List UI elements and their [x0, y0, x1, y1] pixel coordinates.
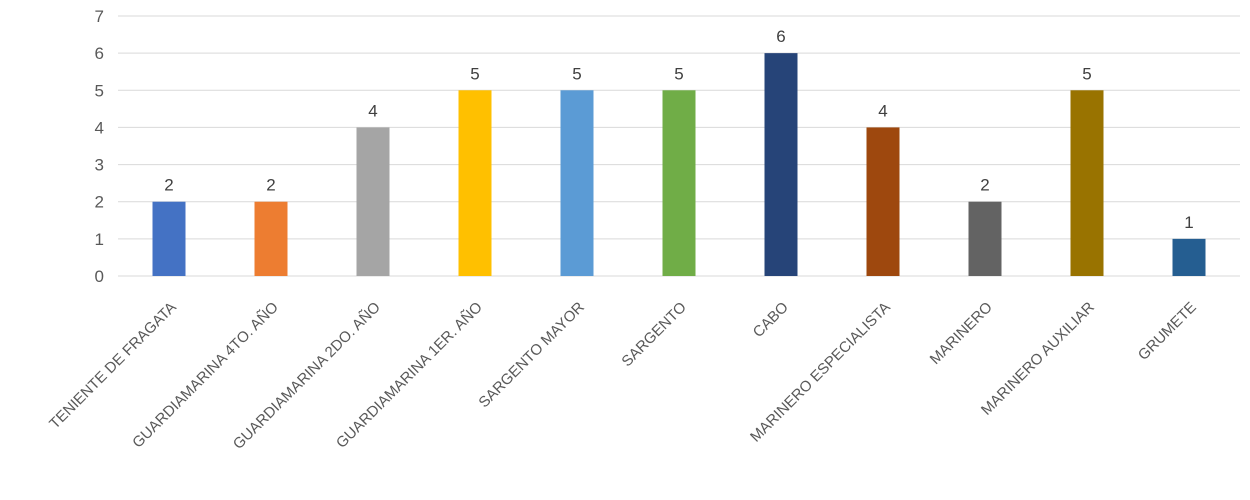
data-label: 2 [266, 176, 275, 195]
y-tick-label: 7 [95, 7, 104, 26]
data-label: 5 [470, 64, 479, 83]
bar [560, 90, 594, 277]
y-tick-label: 3 [95, 156, 104, 175]
bar [152, 201, 186, 276]
bar [356, 127, 390, 276]
y-tick-label: 5 [95, 81, 104, 100]
x-category-label: MARINERO [927, 299, 996, 368]
bar [662, 90, 696, 277]
data-label: 6 [776, 27, 785, 46]
x-category-label: SARGENTO MAYOR [475, 299, 588, 412]
data-label: 2 [980, 176, 989, 195]
bar [1172, 238, 1206, 276]
y-tick-label: 2 [95, 193, 104, 212]
x-category-label: GRUMETE [1135, 299, 1200, 364]
bars [152, 53, 1206, 277]
x-category-label: MARINERO AUXILIAR [978, 299, 1098, 419]
y-tick-label: 6 [95, 44, 104, 63]
data-label: 4 [368, 101, 377, 120]
y-tick-label: 4 [95, 118, 104, 137]
y-tick-label: 1 [95, 230, 104, 249]
bar [866, 127, 900, 276]
data-label: 5 [674, 64, 683, 83]
bar [254, 201, 288, 276]
data-labels: 2 2 4 5 5 5 6 4 2 5 1 [164, 27, 1193, 232]
x-category-label: CABO [750, 299, 792, 341]
bar [1070, 90, 1104, 277]
data-label: 1 [1184, 213, 1193, 232]
x-category-label: SARGENTO [618, 299, 689, 370]
data-label: 5 [572, 64, 581, 83]
y-axis-tick-labels: 0 1 2 3 4 5 6 7 [95, 7, 104, 286]
data-label: 4 [878, 101, 887, 120]
data-label: 5 [1082, 64, 1091, 83]
bar [458, 90, 492, 277]
data-label: 2 [164, 176, 173, 195]
bar [968, 201, 1002, 276]
bar [764, 53, 798, 277]
y-tick-label: 0 [95, 267, 104, 286]
